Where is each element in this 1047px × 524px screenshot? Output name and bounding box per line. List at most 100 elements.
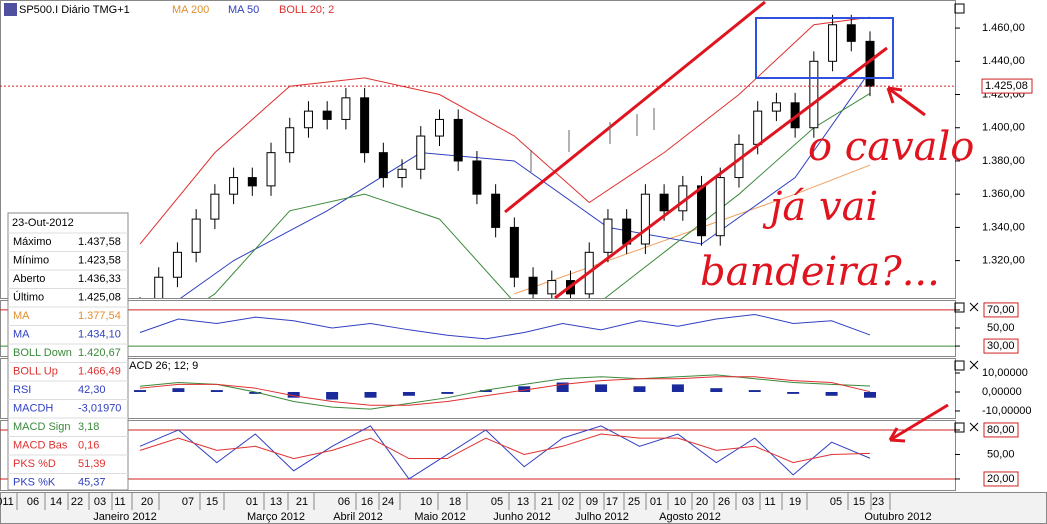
candle-body [809,60,819,129]
panel-buttons[interactable] [954,3,979,433]
x-tick-label: 01 [246,496,258,508]
histogram-bar [172,388,185,392]
indicator-line [139,376,871,406]
x-tick-label: 20 [141,496,153,508]
info-label: MACD Sign [13,421,70,433]
histogram-bar [825,391,838,396]
histogram-bar [402,391,415,396]
info-label: MACDH [13,402,53,414]
tick-box [983,338,1019,354]
histogram-bar [787,391,800,394]
overlay-line [207,92,871,298]
info-value: 1.423,58 [78,254,121,266]
x-tick-label: 22 [71,496,83,508]
y-tick-label: 1.360,00 [982,188,1025,200]
y-tick-label: 20,00 [987,473,1015,485]
info-value: 1.425,08 [78,291,121,303]
y-tick-label: 1.400,00 [982,122,1025,134]
candle-body [266,152,276,187]
symbol-label[interactable]: SP500.I Diário TMG+1 [19,4,130,16]
info-label: Aberto [13,273,45,285]
x-tick-label: 17 [606,496,618,508]
x-tick-label: 05 [491,496,503,508]
candle-body [453,118,463,162]
x-tick-label: 07 [182,496,194,508]
x-tick-label: 10 [674,496,686,508]
candle-body [172,251,182,278]
info-value: 51,39 [78,458,106,470]
y-tick-label: 50,00 [987,448,1015,460]
x-tick-label: 011 [0,496,14,508]
x-tick-label: 02 [562,496,574,508]
candle-body [322,110,332,120]
candle-body [397,168,407,179]
info-label: MA [13,328,30,340]
macd-label: MACD 26; 12; 9 [120,360,198,372]
x-tick-label: 10 [420,496,432,508]
panel-1 [0,309,955,347]
histogram-bar [364,391,377,398]
legend-ma50[interactable]: MA 50 [228,4,259,16]
info-label: Mínimo [13,254,49,266]
y-tick-label: 10,00000 [982,367,1028,379]
x-tick-label: 15 [853,496,865,508]
tick-box [983,422,1019,438]
histogram-bar [479,390,492,392]
info-value: 1.434,10 [78,328,121,340]
candle-body [210,193,220,220]
legend-ma200[interactable]: MA 200 [172,4,209,16]
candle-body [715,177,725,237]
histogram-bar [249,391,262,394]
candle-body [191,218,201,253]
info-value: 3,18 [78,421,99,433]
price-tag [981,78,1033,94]
panel-2 [134,374,876,410]
x-tick-label: 21 [541,496,553,508]
candle-body [285,127,295,154]
info-label: Último [13,290,44,303]
indicator-line [139,313,871,340]
month-label: Janeiro 2012 [93,511,157,523]
histogram-bar [441,391,454,394]
y-tick-label: -10,00000 [982,405,1032,417]
y-tick-label: 0,00000 [982,386,1022,398]
candle-body [416,135,426,170]
month-label: Maio 2012 [414,511,465,523]
histogram-bar [134,390,146,392]
info-label: RSI [13,384,31,396]
arrow-marks [530,108,655,172]
overlay-line [139,16,871,245]
candle-body [528,276,538,295]
info-label: MA [13,310,30,322]
info-date: 23-Out-2012 [12,217,74,229]
info-label: BOLL Down [13,347,72,359]
indicator-line [139,433,871,464]
panel-3 [0,425,955,480]
annotation-text: o cavalo [808,124,974,170]
candle-body [771,102,781,112]
histogram-bar [287,391,300,398]
y-tick-label: 30,00 [987,340,1015,352]
x-tick-label: 11 [764,496,775,508]
info-value: -3,01970 [78,402,121,414]
histogram-bar [595,384,608,392]
x-tick-label: 15 [206,496,218,508]
info-value: 1.377,54 [78,310,121,322]
histogram-bar [633,386,646,392]
info-label: PKS %D [13,458,56,470]
info-value: 1.437,58 [78,236,121,248]
info-value: 1.466,49 [78,365,121,377]
info-label: BOLL Up [13,365,58,377]
overlay-line [180,70,871,298]
price-tag-label: 1.425,08 [985,80,1028,92]
y-tick-label: 50,00 [987,322,1015,334]
candle-body [640,193,650,245]
x-tick-label: 05 [830,496,842,508]
month-label: Agosto 2012 [659,511,721,523]
x-tick-label: 13 [517,496,529,508]
candle-body [491,193,501,228]
symbol-icon [4,3,17,16]
legend-boll[interactable]: BOLL 20; 2 [279,4,334,16]
x-tick-label: 21 [296,496,308,508]
indicator-line [139,425,871,480]
